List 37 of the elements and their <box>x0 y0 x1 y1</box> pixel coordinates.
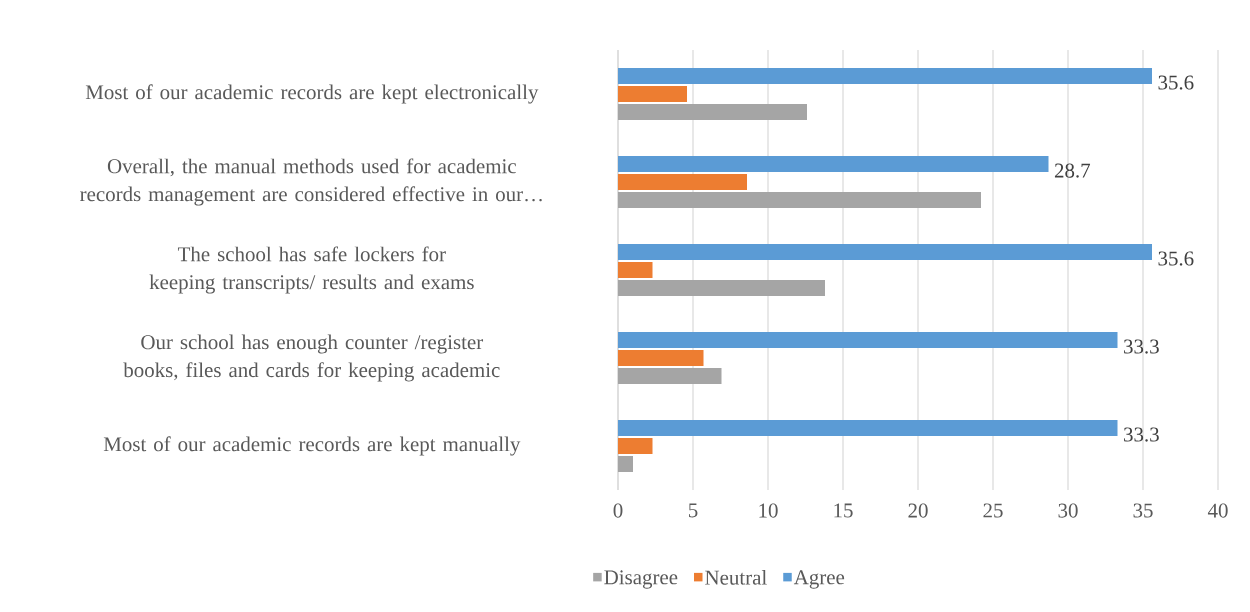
legend-label: Neutral <box>705 569 767 585</box>
y-tick-label: Overall, the manual methods used for academic records management are considered effective in our… <box>80 158 542 206</box>
data-label: 33.3 <box>1124 427 1159 442</box>
bar <box>618 279 825 296</box>
y-tick-label: The school has safe lockers for keeping transcripts/ results and exams <box>149 246 474 294</box>
bar <box>618 103 807 120</box>
y-tick-label: Most of our academic records are kept manually <box>103 436 521 456</box>
bar <box>618 349 704 366</box>
legend-label: Disagree <box>604 570 678 589</box>
y-tick-label: Most of our academic records are kept electronically <box>85 84 539 104</box>
x-tick-label: 40 <box>1207 503 1228 518</box>
bar <box>618 191 982 208</box>
bar <box>618 367 722 384</box>
bar <box>618 156 1049 172</box>
data-label: 35.6 <box>1158 251 1194 266</box>
x-tick-label: 35 <box>1133 503 1153 518</box>
data-label: 33.3 <box>1124 339 1159 354</box>
bar <box>618 261 653 278</box>
bar <box>618 437 653 454</box>
bar <box>618 244 1152 260</box>
x-tick-label: 30 <box>1058 503 1078 518</box>
bar <box>618 173 747 190</box>
x-tick-label: 10 <box>759 503 778 518</box>
data-label: 35.6 <box>1158 75 1194 90</box>
x-tick-label: 15 <box>834 503 853 518</box>
bar <box>618 86 687 102</box>
x-tick-label: 5 <box>688 503 698 518</box>
legend-label: Agree <box>793 570 845 589</box>
y-tick-label: Our school has enough counter /register books, files and cards for keeping academic <box>123 334 500 382</box>
bar <box>618 68 1152 84</box>
bar <box>618 420 1118 436</box>
data-label: 28.7 <box>1054 163 1091 178</box>
x-tick-label: 20 <box>908 503 928 518</box>
x-tick-label: 0 <box>613 503 623 518</box>
bar <box>618 455 633 472</box>
x-tick-label: 25 <box>983 503 1003 518</box>
bar <box>618 332 1118 348</box>
